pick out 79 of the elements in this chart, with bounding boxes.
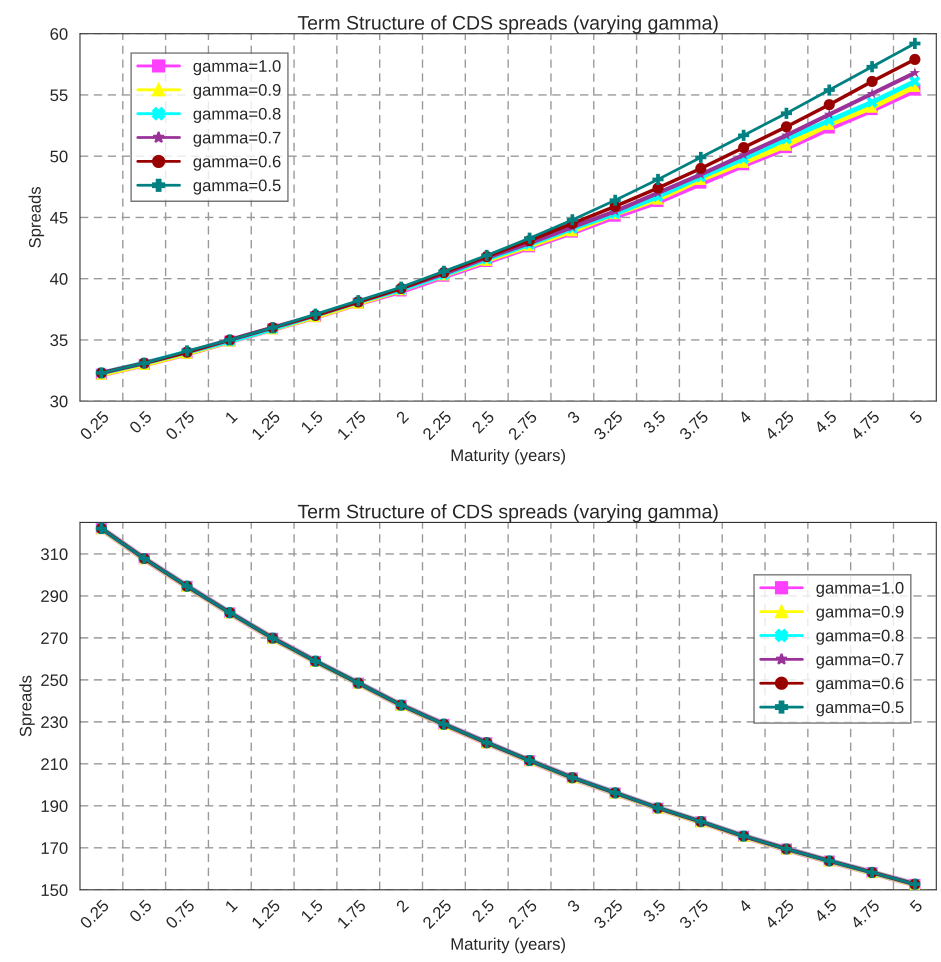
x-tick-label: 4.75 [850,410,880,441]
x-tick-label: 0.25 [79,410,110,441]
point [738,130,750,141]
x-tick-label: 4 [738,898,752,914]
y-tick-label: 310 [41,548,68,560]
point [652,174,664,185]
y-tick-label: 210 [41,758,68,770]
point [524,232,536,244]
x-tick-label: 4.25 [764,898,795,930]
chart-title: Term Structure of CDS spreads (varying gamma) [298,15,718,34]
x-axis-title: Maturity (years) [452,448,565,464]
point [909,76,920,87]
x-tick-label: 0.5 [128,898,152,923]
y-tick-label: 290 [41,590,68,602]
point [780,108,792,119]
x-tick-label: 4 [738,410,752,424]
point [910,67,920,78]
x-tick-label: 2 [395,899,410,913]
x-tick-label: 4.5 [814,899,838,923]
y-axis-title: Spreads [19,676,35,736]
chart-title: Term Structure of CDS spreads (varying gamma) [298,504,718,522]
x-tick-label: 1 [224,410,238,424]
y-axis-title: Spreads [28,186,44,248]
x-tick-label: 4.75 [850,899,880,930]
x-tick-label: 5 [909,899,924,913]
legend-label: gamma=1.0 [194,60,281,76]
point [738,142,750,154]
legend-label: gamma=0.5 [194,179,281,195]
x-tick-label: 3.5 [642,898,666,923]
y-tick-label: 60 [50,28,68,40]
x-tick-label: 3.5 [642,410,666,434]
legend-label: gamma=0.6 [194,156,281,171]
x-axis-title: Maturity (years) [452,938,565,954]
y-tick-label: 150 [42,884,68,896]
legend-label: gamma=0.8 [194,108,281,123]
point [866,61,878,72]
legend-label: gamma=1.0 [816,582,904,598]
x-tick-label: 3 [566,899,580,913]
x-tick-label: 4.25 [764,410,795,441]
legend-label: gamma=0.7 [194,132,280,147]
point [909,38,920,50]
x-tick-label: 1.5 [300,899,324,922]
x-tick-label: 2.5 [471,410,495,434]
x-tick-label: 3 [566,410,580,424]
y-tick-label: 35 [50,334,68,346]
point [780,121,792,132]
point [566,214,578,226]
legend-label: gamma=0.5 [816,701,904,716]
x-tick-label: 0.75 [164,410,196,441]
point [695,152,706,163]
y-tick-label: 45 [50,212,68,224]
y-tick-label: 50 [50,150,68,162]
y-tick-label: 40 [50,273,68,285]
x-tick-label: 1 [224,899,238,912]
point [610,194,621,206]
y-tick-label: 30 [50,396,68,408]
point [866,96,878,108]
legend-label: gamma=0.6 [816,677,904,692]
x-tick-label: 2.5 [471,898,495,923]
point [824,99,835,110]
point [695,162,706,174]
legend-label: gamma=0.9 [194,84,280,100]
point [866,76,878,87]
legend-label: gamma=0.8 [816,630,904,645]
y-tick-label: 230 [41,716,68,728]
x-tick-label: 4.5 [814,410,838,434]
y-tick-label: 55 [50,89,68,102]
x-tick-label: 0.5 [128,410,152,434]
x-tick-label: 5 [909,410,924,424]
x-tick-label: 2 [395,410,410,424]
legend-label: gamma=0.7 [816,654,904,669]
point [909,54,920,65]
x-tick-label: 1.5 [300,410,324,434]
legend-label: gamma=0.9 [816,606,904,621]
y-tick-label: 170 [42,842,68,854]
y-tick-label: 250 [41,674,68,686]
y-tick-label: 270 [41,632,68,644]
point [824,84,835,96]
y-tick-label: 190 [42,800,68,812]
